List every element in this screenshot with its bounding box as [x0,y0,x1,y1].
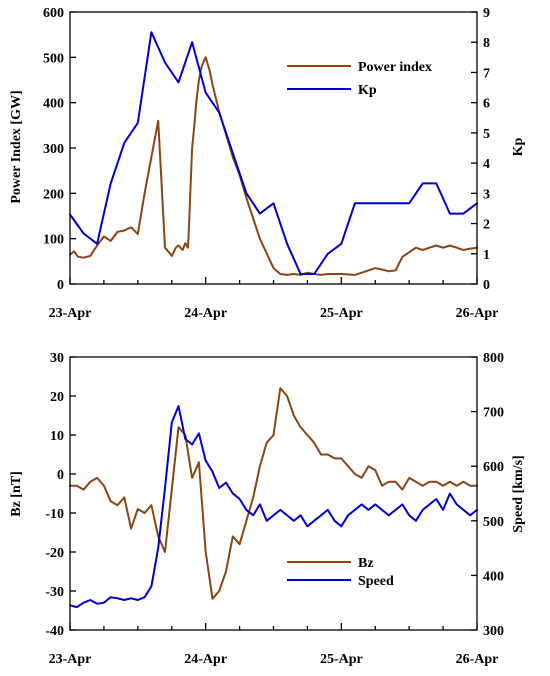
top-left-ticks: 0 100 200 300 400 500 600 [43,6,76,293]
top-right-tick-label: 4 [483,157,490,172]
bottom-x-ticks: 23-Apr 24-Apr 25-Apr 26-Apr [49,623,499,667]
bottom-right-tick-label: 300 [483,624,504,639]
top-right-tick-label: 5 [483,127,490,142]
top-left-axis-title: Power Index [GW] [9,90,24,203]
top-right-tick-label: 7 [483,66,490,81]
top-left-tick-label: 300 [43,142,64,157]
bottom-left-tick-label: -20 [45,546,64,561]
bottom-left-tick-label: 10 [50,429,64,444]
bottom-right-tick-label: 800 [483,351,504,366]
bottom-legend-label-bz: Bz [358,556,374,571]
top-left-tick-label: 600 [43,6,64,21]
top-right-tick-label: 3 [483,187,490,202]
top-left-tick-label: 200 [43,187,64,202]
bottom-x-tick-label: 24-Apr [184,652,227,667]
top-x-tick-label: 25-Apr [320,306,363,321]
top-legend: Power index Kp [287,60,432,98]
top-plot-frame [69,11,478,285]
top-right-tick-label: 2 [483,218,490,233]
bottom-plot-frame [69,356,478,631]
bottom-chart: Bz [nT] Speed [km/s] -40 -30 -20 -10 0 10 20 30… [9,351,526,667]
top-left-tick-label: 0 [57,278,64,293]
bottom-left-tick-label: -40 [45,624,64,639]
bottom-series-speed-line [69,405,478,609]
top-right-tick-label: 8 [483,36,490,51]
bottom-legend: Bz Speed [287,556,394,589]
top-series [69,31,478,276]
bottom-right-tick-label: 500 [483,515,504,530]
top-x-tick-label: 26-Apr [456,306,499,321]
top-left-tick-label: 500 [43,51,64,66]
top-legend-label-kp: Kp [358,83,377,98]
bottom-series-bz-line [69,387,478,600]
bottom-x-tick-label: 23-Apr [49,652,92,667]
top-x-tick-label: 24-Apr [184,306,227,321]
bottom-legend-label-speed: Speed [358,574,394,589]
bottom-right-ticks: 300 400 500 600 700 800 [471,351,504,639]
bottom-x-tick-label: 26-Apr [456,652,499,667]
top-x-tick-label: 23-Apr [49,306,92,321]
bottom-right-axis-title: Speed [km/s] [511,455,526,532]
bottom-left-tick-label: -10 [45,507,64,522]
bottom-left-ticks: -40 -30 -20 -10 0 10 20 30 [45,351,76,639]
bottom-right-tick-label: 400 [483,569,504,584]
bottom-left-tick-label: 0 [57,468,64,483]
top-left-tick-label: 100 [43,233,64,248]
top-right-tick-label: 6 [483,97,490,112]
top-right-axis-title: Kp [511,137,526,156]
top-left-tick-label: 400 [43,97,64,112]
bottom-series [69,387,478,609]
top-legend-label-power-index: Power index [358,60,432,75]
bottom-right-tick-label: 600 [483,460,504,475]
top-chart: Power Index [GW] Kp 0100200300400500600 … [9,6,526,321]
bottom-left-tick-label: 30 [50,351,64,366]
bottom-left-axis-title: Bz [nT] [9,471,24,517]
top-series-kp-line [69,31,478,275]
top-right-tick-label: 1 [483,248,490,263]
bottom-x-tick-label: 25-Apr [320,652,363,667]
bottom-left-tick-label: 20 [50,390,64,405]
bottom-right-tick-label: 700 [483,406,504,421]
bottom-left-tick-label: -30 [45,585,64,600]
top-x-ticks: 23-Apr 24-Apr 25-Apr 26-Apr [49,277,499,321]
top-series-power-index-line [69,56,478,276]
top-right-tick-label: 9 [483,6,490,21]
top-right-ticks: 0 1 2 3 4 5 6 7 8 9 [471,6,490,293]
top-right-tick-label: 0 [483,278,490,293]
